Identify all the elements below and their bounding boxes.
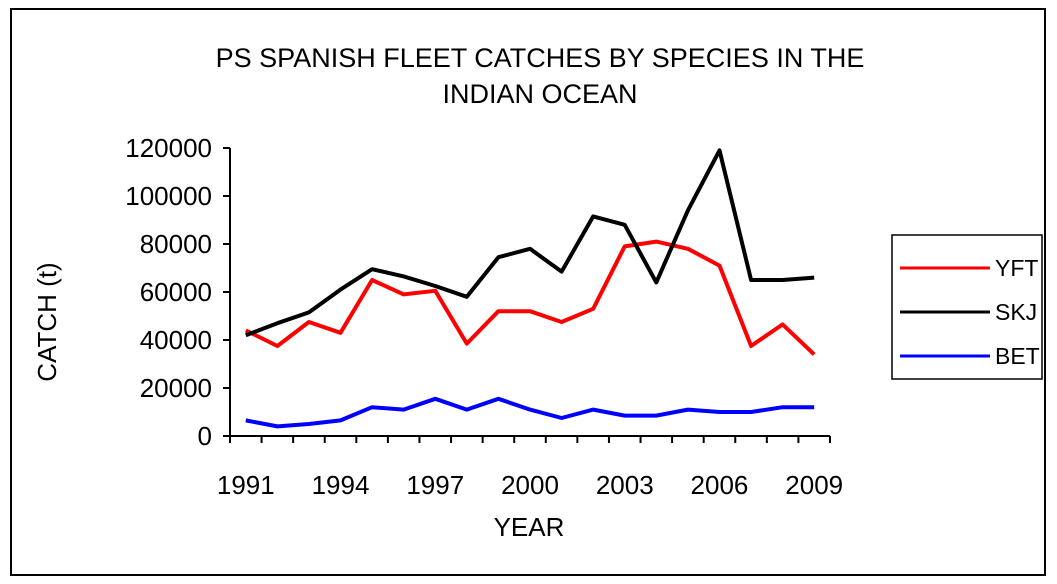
x-tick-label: 1997	[406, 470, 464, 500]
legend-label-bet: BET	[995, 343, 1040, 369]
legend-label-skj: SKJ	[995, 299, 1037, 325]
series-line-bet	[245, 396, 815, 429]
x-tick-label: 2006	[691, 470, 749, 500]
legend-label-yft: YFT	[995, 255, 1038, 281]
x-axis: 1991 1994 1997 2000 2003 2006 2009	[217, 435, 843, 500]
y-tick-label: 100000	[125, 181, 212, 211]
x-tick-label: 1991	[217, 470, 275, 500]
legend: YFT SKJ BET	[891, 234, 1043, 380]
y-tick-label: 120000	[125, 133, 212, 163]
y-tick-label: 20000	[140, 373, 212, 403]
x-tick-label: 2000	[501, 470, 559, 500]
x-tick-label: 2003	[596, 470, 654, 500]
y-tick-label: 40000	[140, 325, 212, 355]
chart-border	[10, 8, 1046, 576]
y-axis-label: CATCH (t)	[32, 262, 62, 381]
y-tick-label: 80000	[140, 229, 212, 259]
y-tick-label: 0	[198, 421, 212, 451]
chart-title-line-1: PS SPANISH FLEET CATCHES BY SPECIES IN T…	[216, 43, 865, 73]
series-line-skj	[245, 148, 815, 338]
x-tick-label: 2009	[785, 470, 843, 500]
x-tick-label: 1994	[312, 470, 370, 500]
y-tick-label: 60000	[140, 277, 212, 307]
series-line-yft	[244, 239, 816, 356]
y-axis: 0 20000 40000 60000 80000 100000 120000	[125, 133, 231, 451]
series-lines	[244, 148, 816, 429]
chart-title-line-2: INDIAN OCEAN	[442, 79, 637, 109]
x-axis-label: YEAR	[494, 512, 565, 542]
